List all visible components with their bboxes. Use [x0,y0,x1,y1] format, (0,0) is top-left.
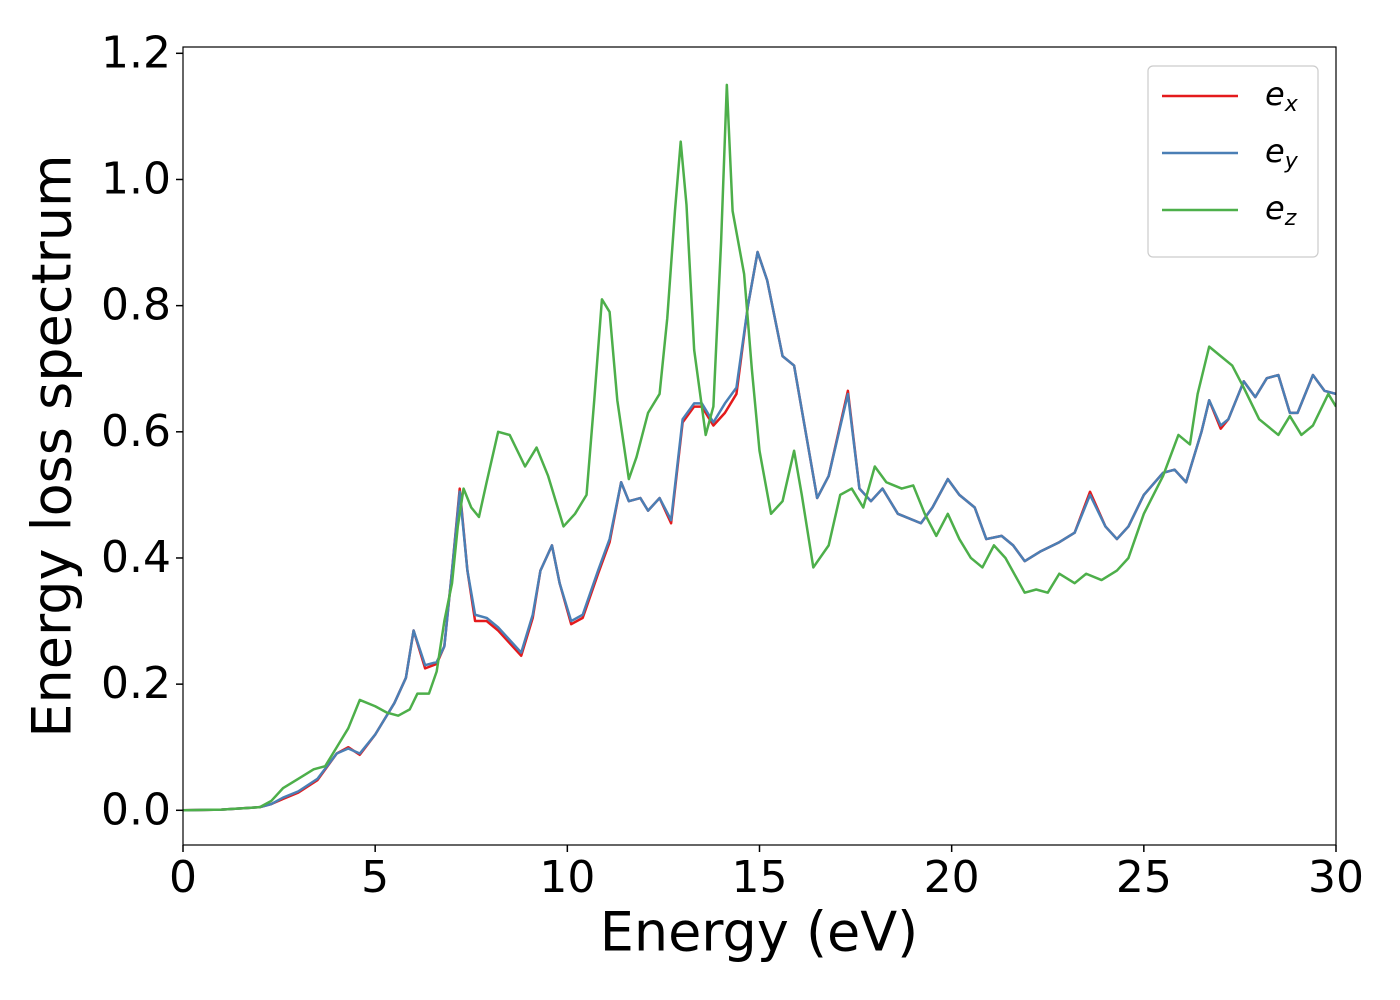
x-tick-label: 15 [732,852,788,903]
y-tick-label: 0.2 [101,658,171,709]
x-tick-label: 20 [924,852,980,903]
y-tick-label: 0.4 [101,532,171,583]
legend-label: ex [1265,75,1299,117]
x-tick-label: 30 [1308,852,1364,903]
y-tick-label: 1.2 [101,27,171,78]
plot-frame [182,46,1337,846]
y-tick-label: 0.8 [101,280,171,331]
y-tick-label: 1.0 [101,153,171,204]
x-tick-label: 25 [1116,852,1172,903]
legend-label: ey [1265,132,1299,174]
x-tick-label: 10 [539,852,595,903]
series-line [183,250,1336,812]
x-tick-label: 5 [361,852,389,903]
series-line [183,250,1336,812]
y-tick-label: 0.6 [101,406,171,457]
legend-label: ez [1265,189,1297,231]
y-tick-label: 0.0 [101,784,171,835]
x-tick-label: 0 [169,852,197,903]
y-axis-label: Energy loss spectrum [21,154,84,737]
x-axis-label: Energy (eV) [600,901,919,964]
series-line [183,83,1336,812]
